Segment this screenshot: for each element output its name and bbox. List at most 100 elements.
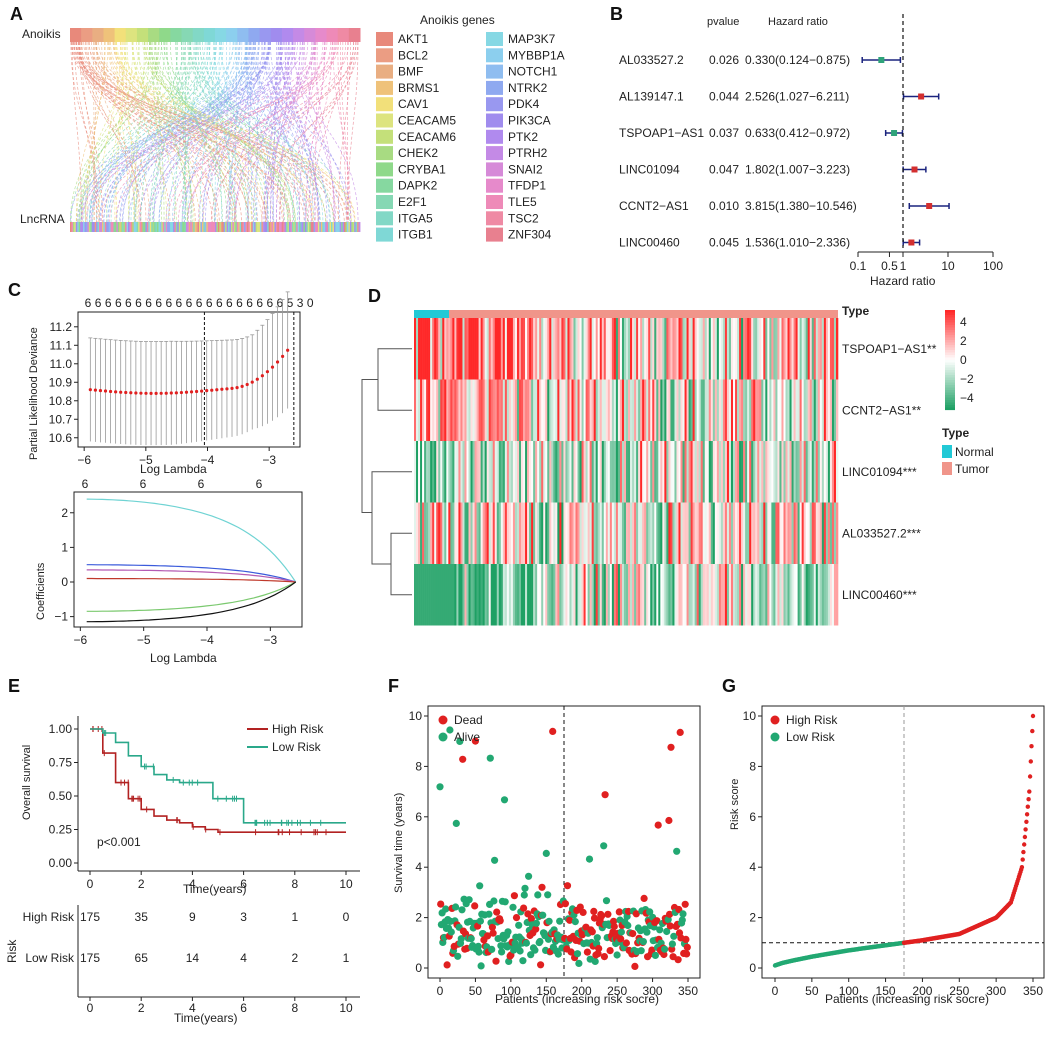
heatmap-cell	[553, 441, 556, 503]
heatmap-cell	[551, 502, 554, 564]
link-line	[190, 41, 298, 223]
heatmap-cell	[654, 564, 657, 626]
coef-xtick-label: −5	[137, 633, 151, 647]
heatmap-cell	[805, 441, 809, 503]
heatmap-cell	[658, 379, 661, 441]
heatmap-cell	[698, 318, 702, 380]
link-line	[154, 41, 290, 223]
heatmap-cell	[615, 564, 619, 626]
heatmap-cell	[573, 502, 576, 564]
alive-point	[485, 910, 493, 918]
heatmap-cell	[484, 379, 487, 441]
cv-count-label: 6	[236, 296, 243, 310]
forest-pvalue: 0.010	[709, 199, 739, 213]
forest-hr-text: 0.330(0.124−0.875)	[745, 53, 850, 67]
forest-point	[926, 203, 933, 209]
heatmap-cell	[662, 564, 665, 626]
heatmap-cell	[660, 379, 663, 441]
lncrna-segment	[254, 222, 256, 232]
lncrna-segment	[207, 222, 210, 232]
heatmap-cell	[817, 379, 821, 441]
scale-step	[945, 330, 955, 333]
heatmap-cell	[692, 379, 695, 441]
legend-label-brms1: BRMS1	[398, 81, 440, 95]
heatmap-cell	[763, 502, 766, 564]
heatmap-cell	[414, 318, 417, 380]
lncrna-segment	[230, 222, 233, 232]
scale-step	[945, 402, 955, 406]
heatmap-cell	[593, 502, 597, 564]
heatmap-cell	[609, 564, 613, 626]
heatmap-cell	[587, 502, 590, 564]
heatmap-cell	[422, 318, 425, 380]
heatmap-cell	[749, 379, 752, 441]
table-high-count: 3	[240, 910, 247, 924]
heatmap-cell	[831, 379, 835, 441]
heatmap-cell	[775, 441, 778, 503]
link-line	[278, 41, 357, 223]
heatmap-cell	[626, 441, 629, 503]
heatmap-cell	[613, 379, 617, 441]
forest-pvalue: 0.026	[709, 53, 739, 67]
heatmap-cell	[500, 502, 504, 564]
heatmap-cell	[559, 379, 562, 441]
heatmap-cell	[559, 441, 562, 503]
link-line	[99, 41, 234, 223]
legend-swatch-mybbp1a	[486, 48, 503, 63]
heatmap-cell	[815, 441, 819, 503]
heatmap-cell	[567, 318, 570, 380]
legend-low-risk: Low Risk	[272, 740, 322, 754]
heatmap-cell	[708, 318, 712, 380]
heatmap-cell	[488, 441, 492, 503]
table-low-count: 4	[240, 951, 247, 965]
heatmap-cell	[623, 502, 627, 564]
link-line	[149, 41, 188, 223]
heatmap-cell	[722, 379, 726, 441]
lncrna-segment	[107, 222, 110, 232]
survival-ytick-label: 6	[415, 810, 422, 824]
lncrna-segment	[122, 222, 125, 232]
heatmap-cell	[516, 564, 520, 626]
cv-point	[103, 389, 108, 393]
link-line	[103, 41, 251, 223]
coef-path	[86, 581, 296, 612]
heatmap-cell	[601, 502, 605, 564]
lncrna-segment	[249, 222, 252, 232]
heatmap-cell	[575, 502, 578, 564]
heatmap-cell	[521, 379, 524, 441]
anoikis-gene-segment	[315, 28, 328, 42]
dead-point	[459, 755, 467, 763]
link-line	[78, 41, 151, 223]
heatmap-cell	[422, 564, 425, 626]
dead-point	[488, 923, 496, 931]
heatmap-cell	[817, 318, 821, 380]
heatmap-cell	[656, 379, 659, 441]
heatmap-cell	[743, 441, 746, 503]
alive-point	[536, 937, 544, 946]
heatmap-cell	[700, 441, 704, 503]
heatmap-cell	[426, 318, 429, 380]
heatmap-cell	[672, 318, 675, 380]
heatmap-cell	[747, 502, 750, 564]
alive-point	[613, 951, 621, 959]
heatmap-cell	[543, 379, 546, 441]
lncrna-segment	[161, 222, 164, 232]
forest-tick-label: 0.1	[850, 259, 867, 273]
heatmap-cell	[741, 502, 744, 564]
heatmap-cell	[529, 441, 532, 503]
heatmap-cell	[514, 441, 518, 503]
cv-count-label: 5	[287, 296, 294, 310]
lncrna-segment	[119, 222, 122, 232]
heatmap-cell	[773, 318, 776, 380]
link-line	[81, 41, 147, 223]
heatmap-cell	[573, 564, 576, 626]
heatmap-cell	[636, 318, 639, 380]
heatmap-cell	[791, 318, 794, 380]
lncrna-segment	[70, 222, 72, 232]
heatmap-cell	[648, 318, 651, 380]
heatmap-cell	[757, 502, 760, 564]
heatmap-cell	[720, 564, 724, 626]
heatmap-cell	[733, 318, 736, 380]
heatmap-cell	[741, 441, 744, 503]
km-ylabel: Overall survival	[21, 745, 33, 820]
